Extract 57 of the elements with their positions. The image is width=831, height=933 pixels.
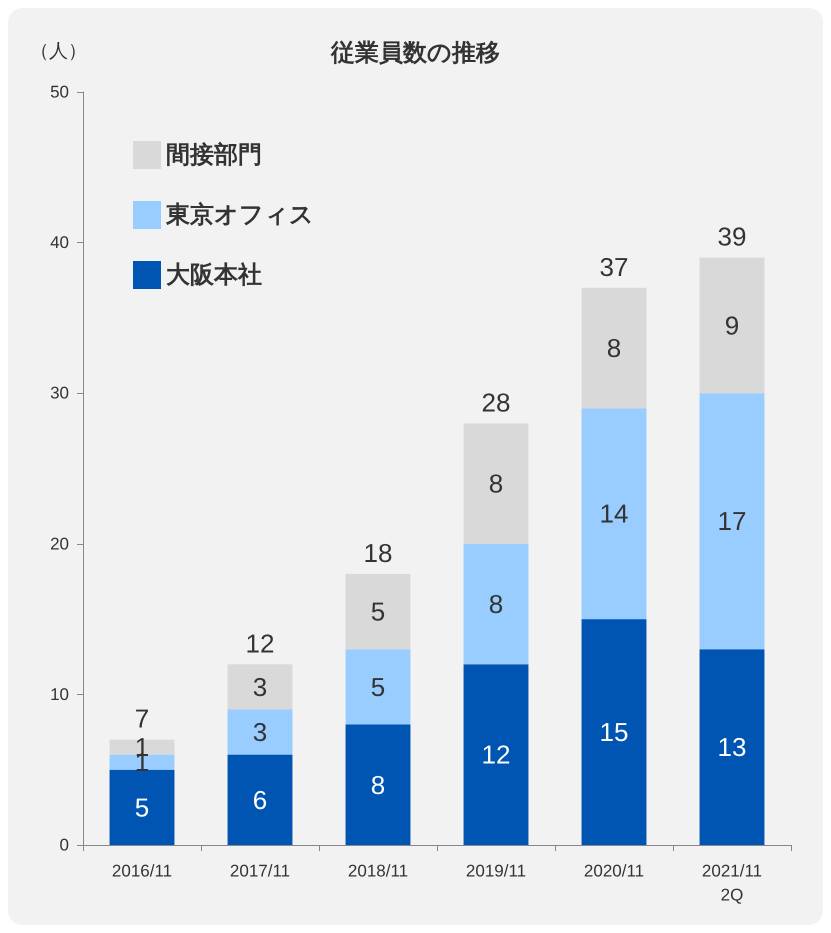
bar <box>346 574 410 650</box>
bar <box>346 649 410 725</box>
y-axis-title: （人） <box>30 41 87 62</box>
y-tick-label: 30 <box>50 384 69 403</box>
bar <box>582 288 646 408</box>
data-label: 8 <box>606 333 622 364</box>
x-tick-label: 2018/11 <box>348 862 408 880</box>
total-label: 39 <box>718 222 746 252</box>
data-label: 8 <box>488 589 504 620</box>
data-label: 3 <box>252 717 268 748</box>
total-label: 7 <box>134 704 150 734</box>
bar <box>228 754 292 845</box>
bar <box>110 740 174 755</box>
y-tick-label: 50 <box>50 82 69 102</box>
bar <box>110 754 174 770</box>
data-label: 8 <box>488 468 504 499</box>
legend-label: 東京オフィス <box>165 202 314 228</box>
bar <box>700 649 764 845</box>
data-label: 6 <box>252 784 268 815</box>
x-tick-label: 2016/11 <box>112 862 172 880</box>
legend-label: 間接部門 <box>166 142 262 168</box>
bar <box>464 423 528 544</box>
y-tick-label: 10 <box>50 684 69 704</box>
y-tick-label: 40 <box>50 233 69 252</box>
total-label: 28 <box>482 387 510 418</box>
bar <box>228 709 292 755</box>
bar <box>582 408 646 620</box>
data-label: 9 <box>724 310 740 340</box>
bar <box>228 664 292 710</box>
bar <box>464 544 528 664</box>
data-label: 5 <box>134 792 150 822</box>
data-label: 3 <box>252 672 268 702</box>
data-label: 14 <box>600 498 628 529</box>
bar <box>464 664 528 845</box>
chart-title: 従業員数の推移 <box>330 40 500 66</box>
total-label: 37 <box>600 252 628 282</box>
y-tick-label: 0 <box>60 836 69 854</box>
total-label: 18 <box>364 538 392 568</box>
bar <box>582 619 646 845</box>
data-label: 13 <box>718 732 746 762</box>
y-tick-label: 20 <box>50 534 69 554</box>
data-label: 5 <box>370 596 386 627</box>
legend-label: 大阪本社 <box>166 262 262 288</box>
bar <box>110 770 174 845</box>
x-tick-label: 2020/11 <box>584 862 644 880</box>
x-tick-label: 2017/11 <box>230 862 290 880</box>
bar <box>700 258 764 394</box>
data-label: 17 <box>718 506 746 536</box>
data-label: 15 <box>600 717 628 748</box>
total-label: 12 <box>246 628 274 658</box>
x-tick-label: 2021/11 2Q <box>702 862 762 904</box>
bar <box>346 724 410 845</box>
data-label: 5 <box>370 672 386 702</box>
data-label: 8 <box>370 770 386 800</box>
data-label: 12 <box>482 740 510 770</box>
bar <box>700 393 764 650</box>
x-tick-label: 2019/11 <box>466 862 526 880</box>
